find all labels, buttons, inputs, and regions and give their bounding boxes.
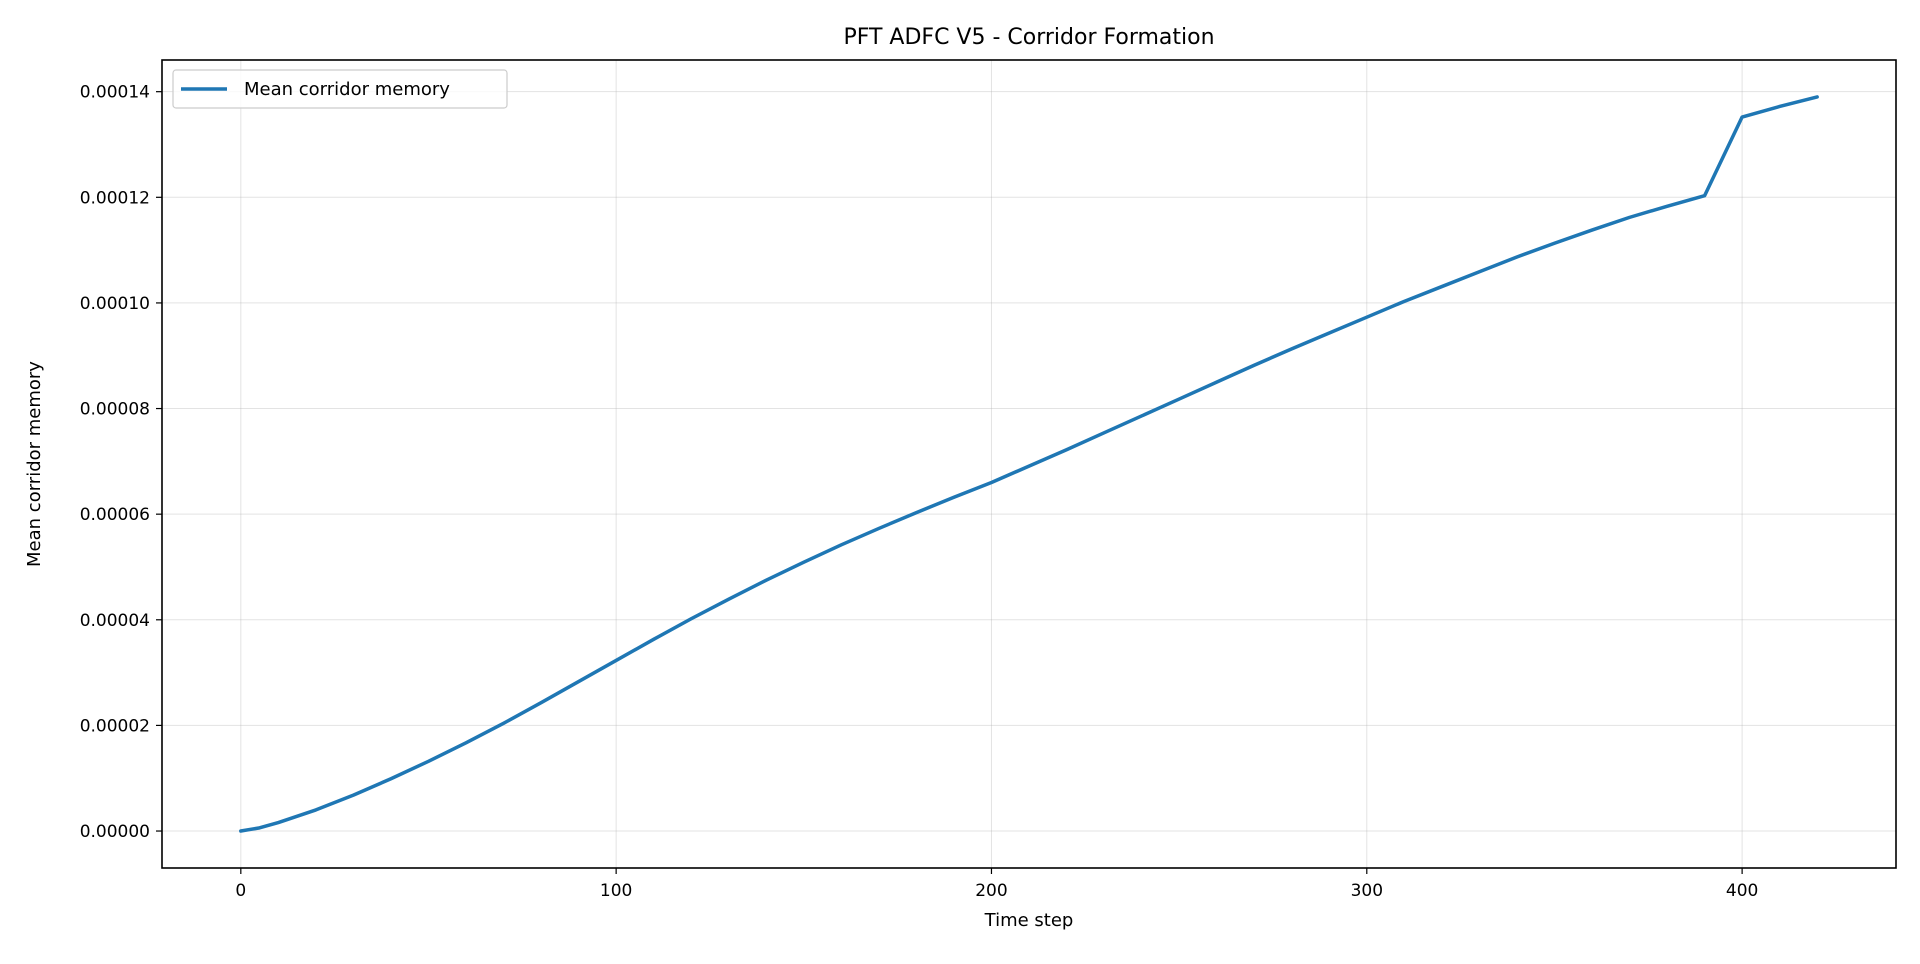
y-tick-label: 0.00006 bbox=[80, 505, 150, 525]
y-tick-label: 0.00010 bbox=[80, 294, 150, 314]
legend-box bbox=[172, 69, 508, 109]
y-tick-label: 0.00008 bbox=[80, 400, 150, 420]
y-tick-label: 0.00002 bbox=[80, 716, 150, 736]
grid-lines bbox=[162, 60, 1896, 868]
series-line-0 bbox=[239, 95, 1819, 833]
y-axis-label: Mean corridor memory bbox=[24, 361, 45, 567]
legend: Mean corridor memory bbox=[172, 69, 508, 109]
x-axis-ticks: 0 100 200 300 400 bbox=[235, 868, 1758, 901]
x-tick-label: 100 bbox=[600, 881, 632, 901]
legend-label: Mean corridor memory bbox=[244, 79, 450, 100]
series-layer bbox=[239, 95, 1819, 833]
y-tick-label: 0.00000 bbox=[80, 822, 150, 842]
y-tick-label: 0.00012 bbox=[80, 188, 150, 208]
x-tick-label: 0 bbox=[235, 881, 246, 901]
chart-title: PFT ADFC V5 - Corridor Formation bbox=[843, 25, 1214, 50]
plot-area-frame bbox=[161, 59, 1897, 869]
y-axis-ticks: 0.00000 0.00002 0.00004 0.00006 0.00008 0.000… bbox=[80, 83, 162, 842]
x-tick-label: 400 bbox=[1726, 881, 1758, 901]
x-tick-label: 300 bbox=[1351, 881, 1383, 901]
y-tick-label: 0.00014 bbox=[80, 83, 150, 103]
x-tick-label: 200 bbox=[975, 881, 1007, 901]
x-axis-label: Time step bbox=[984, 910, 1074, 931]
y-tick-label: 0.00004 bbox=[80, 611, 150, 631]
